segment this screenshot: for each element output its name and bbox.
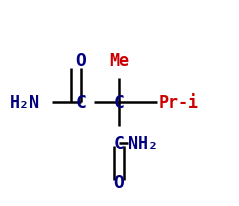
Text: H₂N: H₂N — [10, 94, 40, 111]
Text: Me: Me — [109, 52, 129, 70]
Text: C: C — [114, 94, 125, 111]
Text: Pr-i: Pr-i — [159, 94, 199, 111]
Text: NH₂: NH₂ — [128, 134, 158, 152]
Text: C: C — [114, 134, 125, 152]
Text: O: O — [76, 52, 87, 70]
Text: C: C — [76, 94, 87, 111]
Text: O: O — [114, 173, 125, 191]
